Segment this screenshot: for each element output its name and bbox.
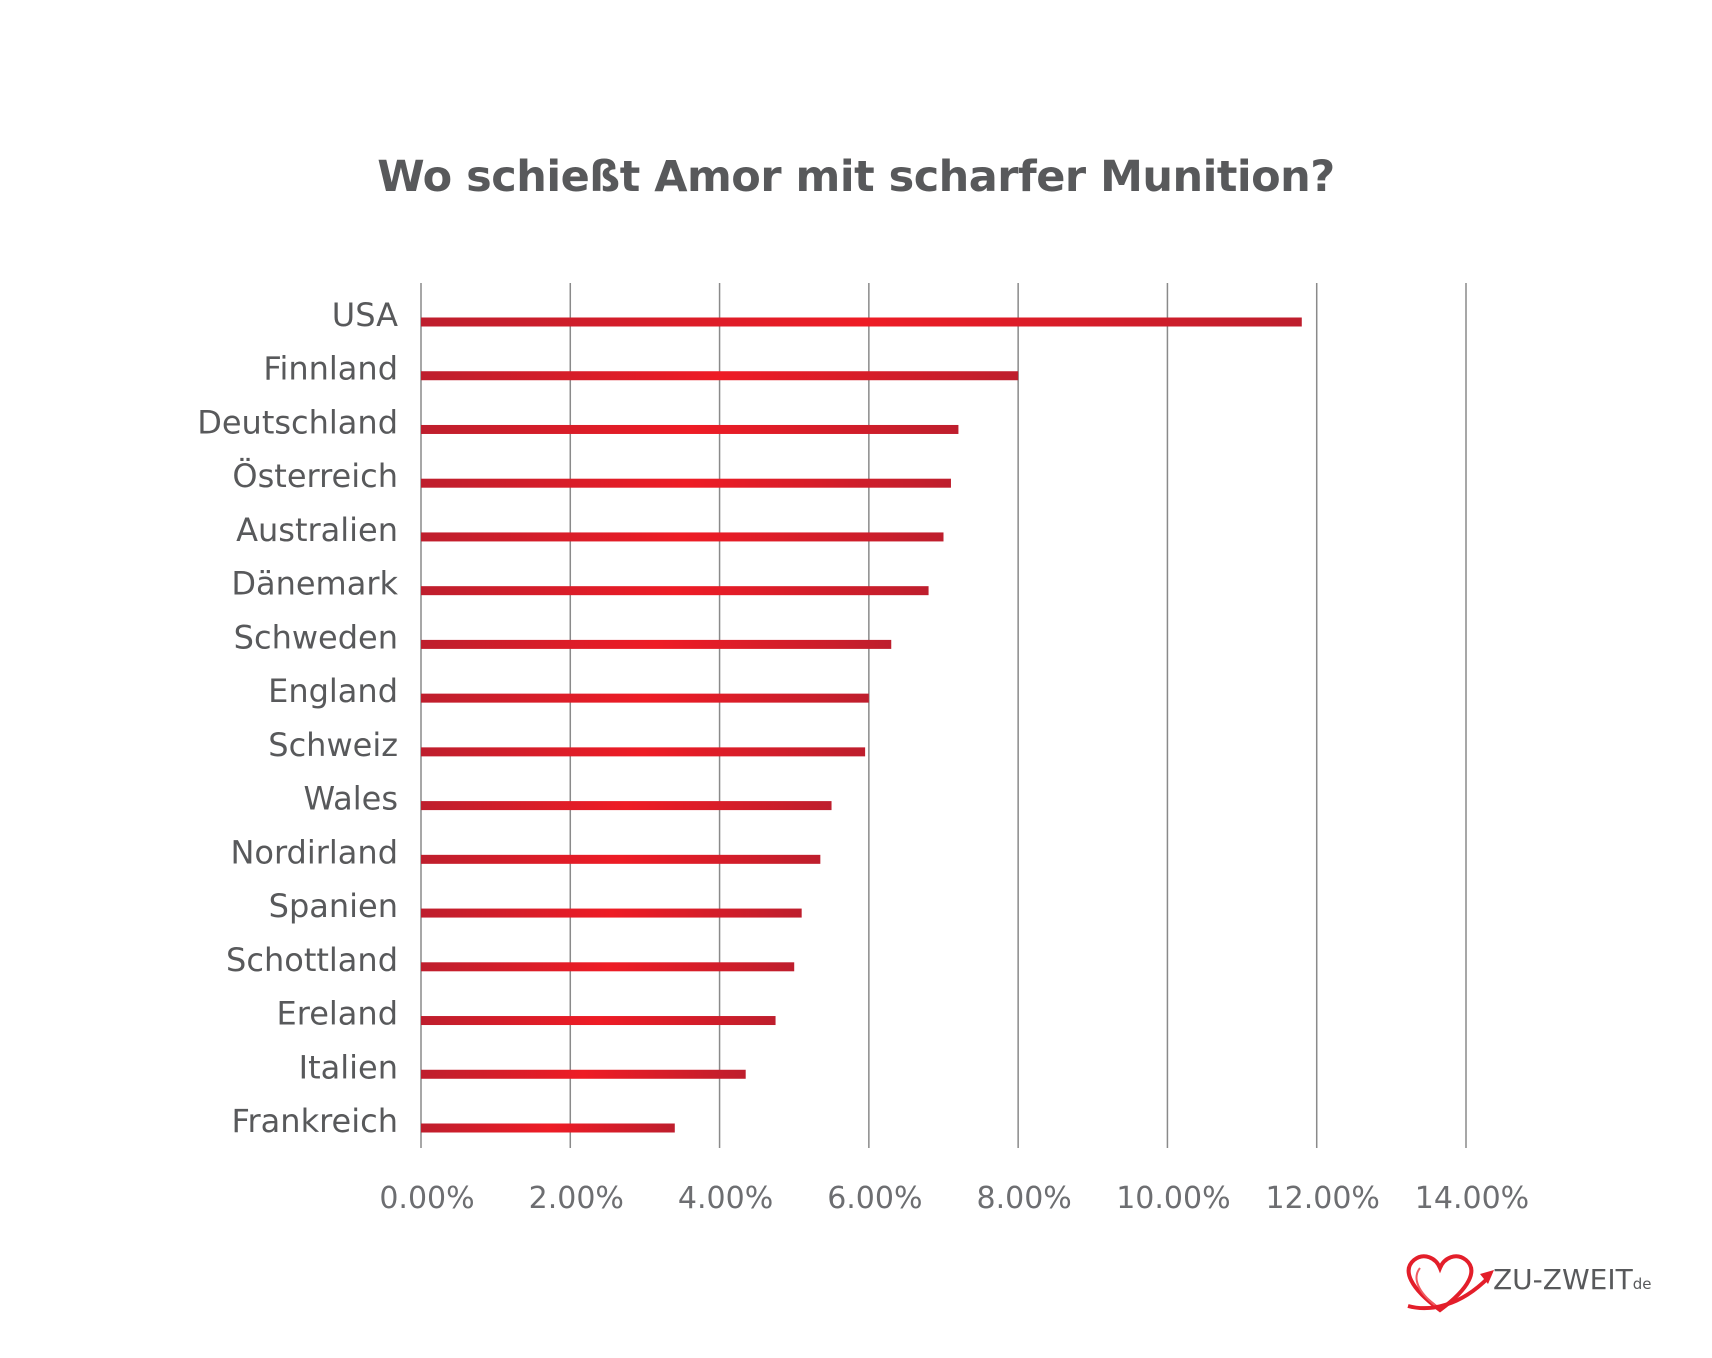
x-tick-label: 0.00%: [379, 1181, 474, 1216]
bar: [421, 962, 795, 972]
category-label: USA: [332, 296, 398, 334]
category-labels: USA Finnland Deutschland Österreich Australi…: [197, 296, 398, 1140]
bar: [421, 747, 866, 757]
category-label: Ereland: [277, 995, 398, 1033]
bar: [421, 693, 869, 703]
bar: [421, 854, 821, 864]
bar: [421, 639, 892, 649]
bar: [421, 908, 802, 918]
category-label: Dänemark: [231, 565, 398, 603]
chart-title: Wo schießt Amor mit scharfer Munition?: [377, 152, 1335, 202]
x-tick-label: 12.00%: [1266, 1181, 1380, 1216]
bar: [421, 586, 929, 596]
heart-arrow-icon: [1406, 1254, 1494, 1313]
category-label: Wales: [304, 780, 398, 818]
category-label: Finnland: [263, 350, 398, 388]
x-tick-label: 10.00%: [1116, 1181, 1230, 1216]
category-label: Schweden: [234, 618, 398, 656]
category-label: England: [268, 672, 398, 710]
x-tick-label: 4.00%: [678, 1181, 773, 1216]
bar: [421, 1016, 776, 1026]
x-axis-tick-labels: 0.00% 2.00% 4.00% 6.00% 8.00% 10.00% 12.00% 14.…: [379, 1181, 1529, 1216]
x-tick-label: 6.00%: [827, 1181, 922, 1216]
category-label: Australien: [236, 511, 398, 549]
bar: [421, 1123, 675, 1133]
bar: [421, 424, 959, 434]
category-label: Spanien: [269, 887, 398, 925]
x-tick-label: 14.00%: [1415, 1181, 1529, 1216]
logo-text: ZU-ZWEITde: [1493, 1263, 1651, 1296]
bar: [421, 532, 944, 542]
category-label: Schottland: [226, 941, 398, 979]
logo-name: ZU-ZWEIT: [1493, 1263, 1633, 1296]
bar: [421, 478, 951, 488]
bar: [421, 1069, 746, 1079]
bar: [421, 801, 832, 811]
bar: [421, 371, 1019, 381]
category-label: Deutschland: [197, 403, 398, 441]
x-tick-label: 2.00%: [529, 1181, 624, 1216]
logo: [1406, 1254, 1494, 1313]
bars: [421, 317, 1302, 1133]
bar: [421, 317, 1302, 327]
category-label: Schweiz: [268, 726, 398, 764]
category-label: Frankreich: [231, 1102, 398, 1140]
category-label: Österreich: [232, 457, 398, 495]
x-tick-label: 8.00%: [976, 1181, 1071, 1216]
category-label: Italien: [299, 1048, 398, 1086]
category-label: Nordirland: [230, 833, 398, 871]
logo-suffix: de: [1632, 1275, 1652, 1293]
